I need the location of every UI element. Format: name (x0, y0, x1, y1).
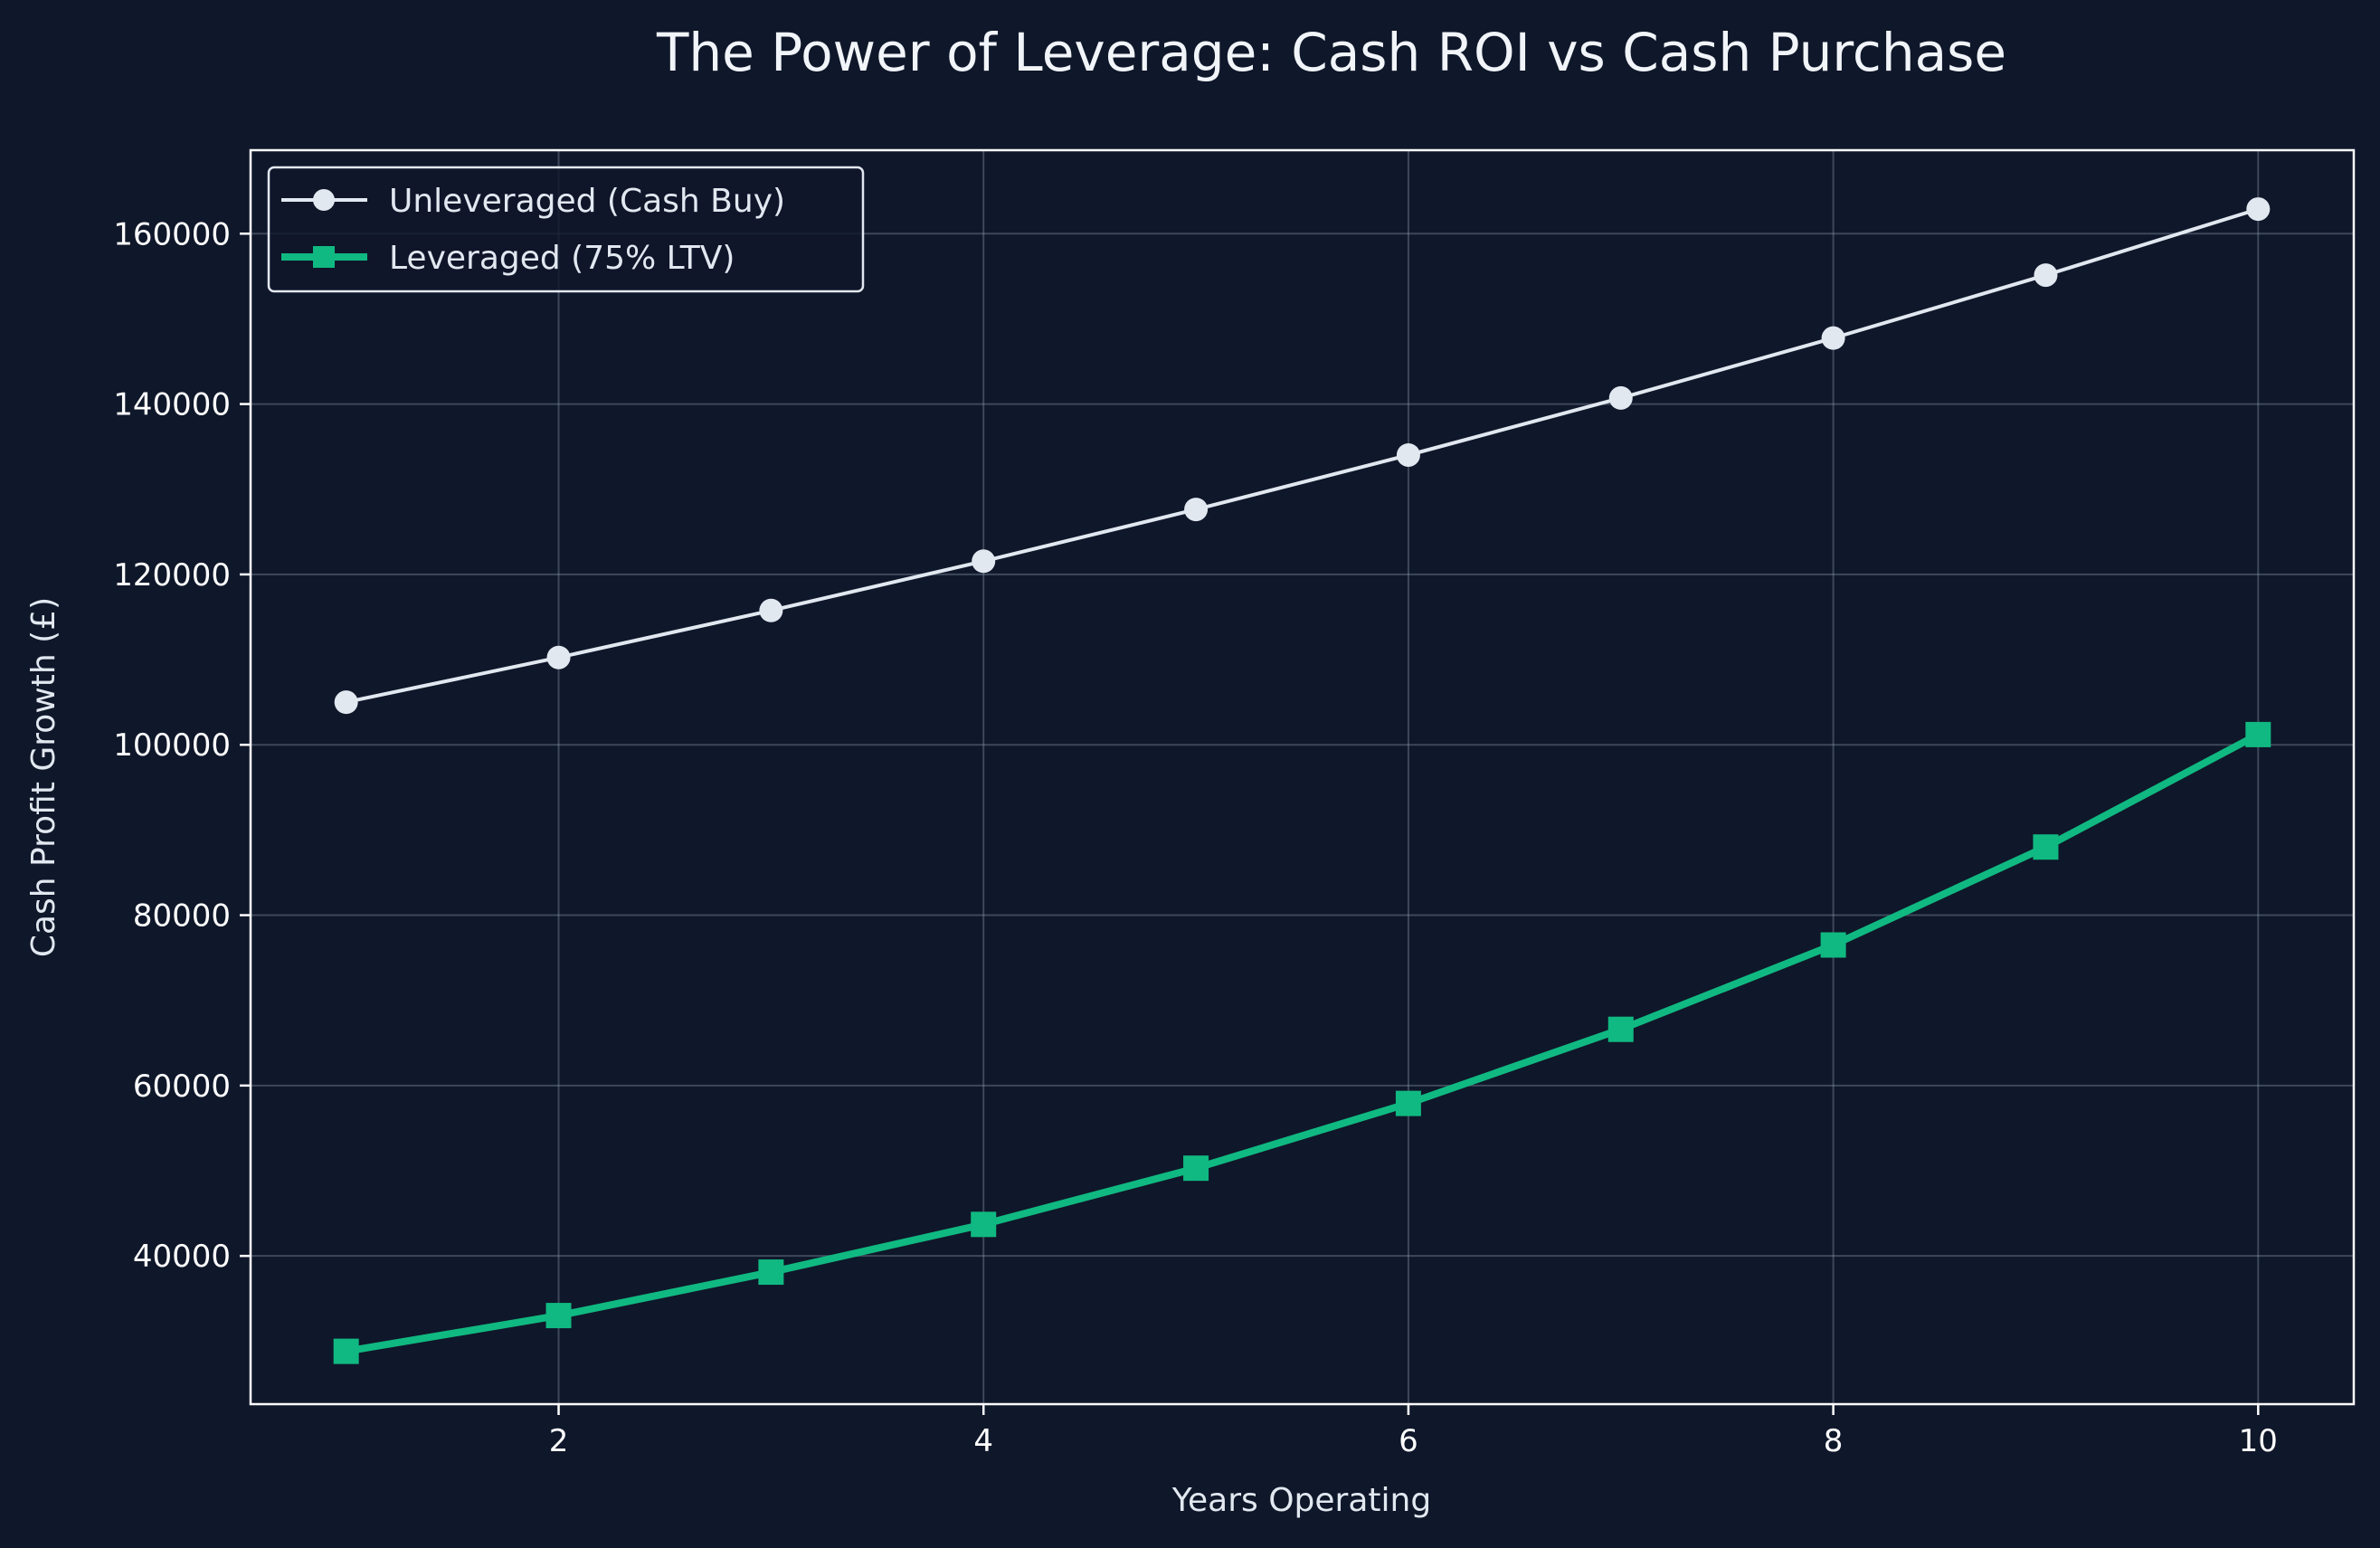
data-point-unleveraged (1184, 498, 1209, 522)
data-point-leveraged (333, 1338, 359, 1364)
series-line-unleveraged (346, 207, 2259, 705)
data-point-unleveraged (1608, 385, 1633, 410)
legend: Unleveraged (Cash Buy) Leveraged (75% LT… (267, 166, 865, 293)
data-point-leveraged (545, 1303, 572, 1329)
data-point-unleveraged (2034, 263, 2058, 288)
data-point-leveraged (971, 1211, 997, 1238)
data-point-leveraged (2245, 721, 2271, 747)
data-point-leveraged (1183, 1155, 1209, 1182)
ticks: 2 4 6 8 10 40000 60000 80000 100000 120000 140000 1… (113, 216, 2278, 1459)
data-point-unleveraged (546, 645, 571, 670)
y-tick-label: 80000 (133, 898, 231, 935)
data-point-unleveraged (1396, 442, 1420, 467)
y-tick-label: 40000 (133, 1239, 231, 1275)
x-tick-label: 6 (1399, 1423, 1418, 1459)
legend-marker-unleveraged (313, 189, 335, 211)
x-tick-label: 4 (973, 1423, 993, 1459)
x-tick-label: 10 (2239, 1423, 2278, 1459)
series-line-leveraged (346, 731, 2261, 1355)
y-tick-label: 140000 (113, 387, 231, 423)
data-point-leveraged (1607, 1016, 1634, 1042)
data-point-leveraged (2033, 834, 2059, 860)
y-axis-label: Cash Profit Growth (£) (25, 597, 62, 957)
x-tick-label: 2 (549, 1423, 569, 1459)
legend-label-leveraged: Leveraged (75% LTV) (389, 240, 735, 277)
data-point-leveraged (758, 1259, 784, 1286)
data-point-leveraged (1820, 932, 1846, 958)
data-point-leveraged (1395, 1090, 1421, 1116)
y-tick-label: 160000 (113, 216, 231, 252)
x-axis-label: Years Operating (1171, 1482, 1431, 1519)
legend-label-unleveraged: Unleveraged (Cash Buy) (389, 183, 785, 220)
legend-box (267, 166, 865, 293)
y-tick-label: 60000 (133, 1068, 231, 1105)
y-tick-label: 100000 (113, 727, 231, 764)
legend-marker-leveraged (313, 246, 335, 268)
data-point-unleveraged (972, 549, 996, 574)
y-tick-label: 120000 (113, 557, 231, 594)
data-point-unleveraged (759, 598, 783, 622)
plot-frame (249, 148, 2356, 1406)
chart-title: The Power of Leverage: Cash ROI vs Cash … (656, 22, 2006, 83)
data-point-unleveraged (2246, 197, 2271, 222)
series-layer (333, 197, 2271, 1364)
data-point-unleveraged (1821, 326, 1845, 350)
data-point-unleveraged (334, 690, 358, 715)
x-tick-label: 8 (1824, 1423, 1844, 1459)
grid (251, 150, 2354, 1404)
